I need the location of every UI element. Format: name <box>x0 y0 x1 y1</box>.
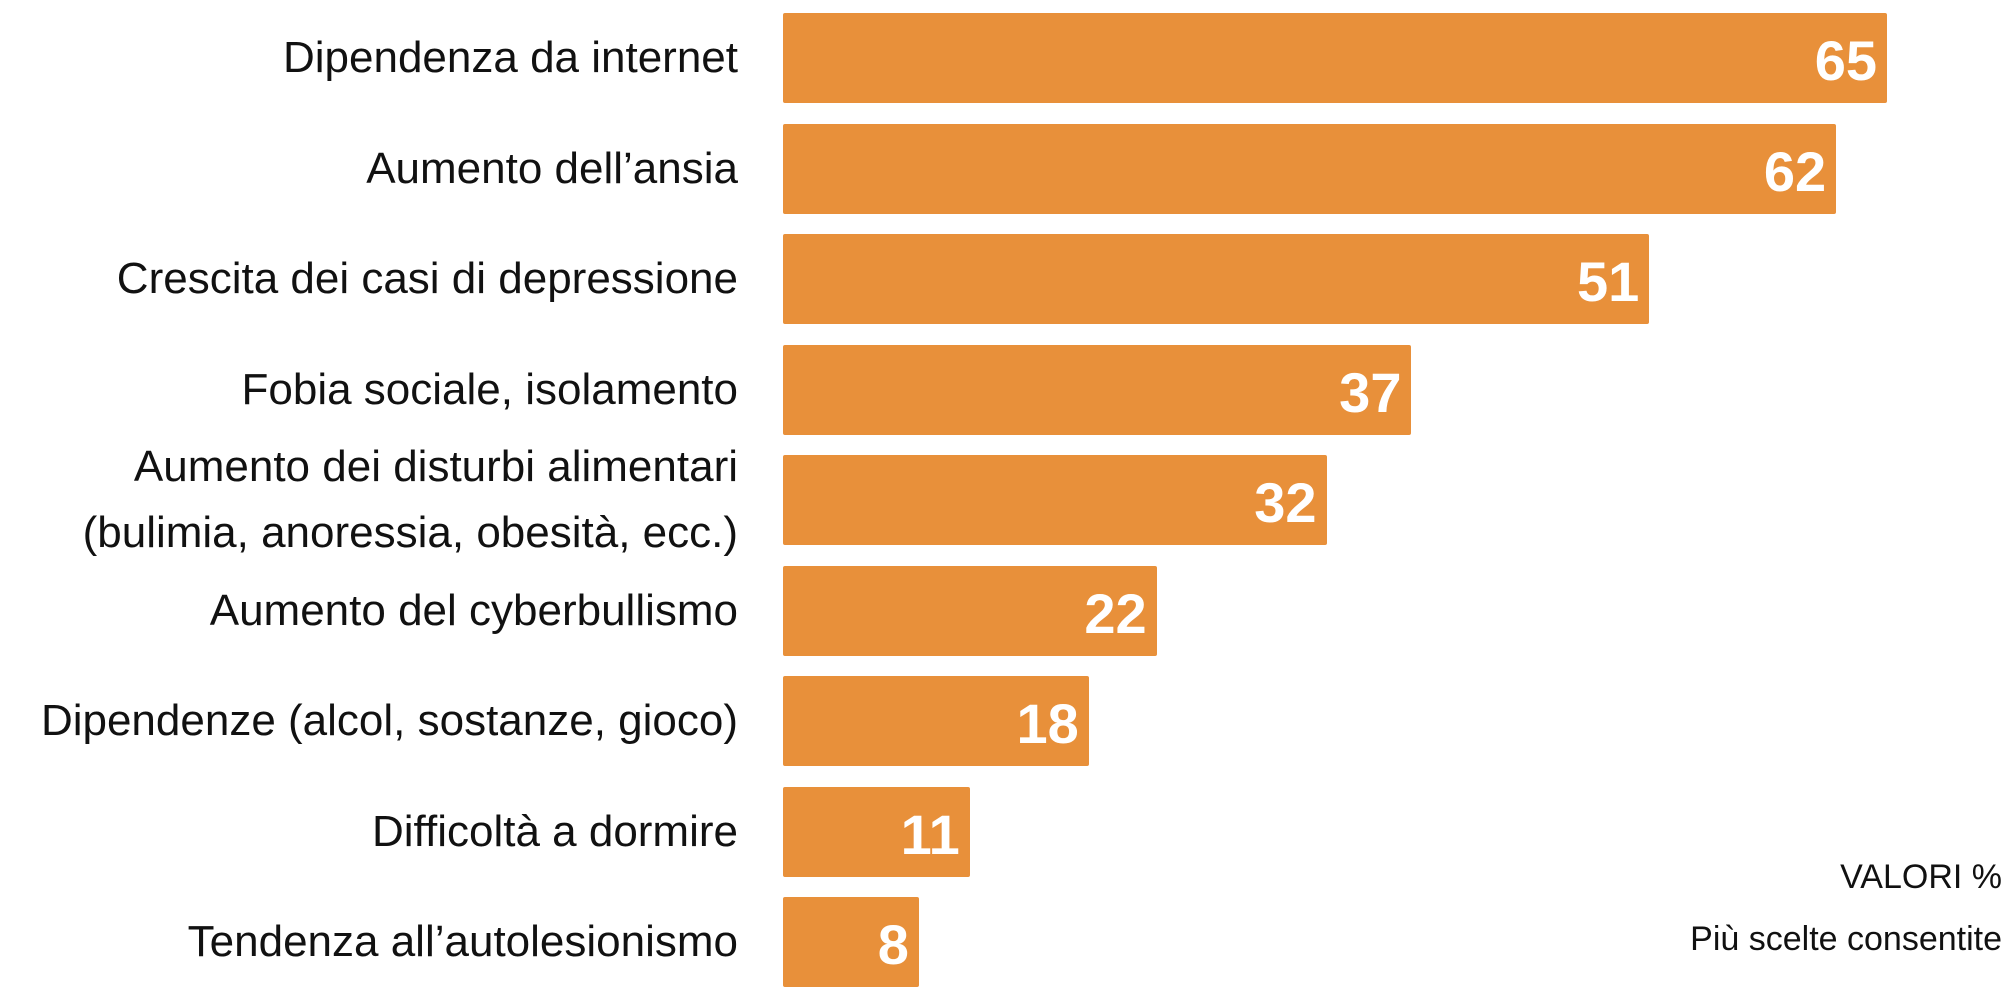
category-label: Aumento dell’ansia <box>366 143 738 193</box>
bar <box>783 897 919 987</box>
category-label: Dipendenze (alcol, sostanze, gioco) <box>40 696 738 745</box>
note: Più scelte consentite <box>1690 920 2002 958</box>
bar <box>783 455 1327 545</box>
bar <box>783 565 1157 656</box>
bar <box>783 786 970 877</box>
bar <box>783 13 1888 103</box>
value-label: 37 <box>1339 360 1402 424</box>
category-label: Dipendenza da internet <box>283 33 738 82</box>
value-label: 65 <box>1814 29 1878 92</box>
category-label: Tendenza all’autolesionismo <box>187 917 738 966</box>
bar <box>783 234 1650 324</box>
chart: Dipendenza da internet 65 Aumento dell’ans… <box>40 13 2002 987</box>
value-label: 22 <box>1084 581 1147 645</box>
bar <box>783 123 1837 214</box>
value-label: 18 <box>1016 692 1079 755</box>
category-label: Aumento dei disturbi alimentari (bulimia… <box>82 442 738 557</box>
category-label: Crescita dei casi di depressione <box>116 254 738 303</box>
category-label: Fobia sociale, isolamento <box>241 364 738 414</box>
category-label: Difficoltà a dormire <box>372 806 738 856</box>
value-label: 62 <box>1763 139 1827 203</box>
value-label: 32 <box>1254 471 1317 534</box>
value-label: 51 <box>1576 250 1640 313</box>
category-label: Aumento del cyberbullismo <box>209 585 738 635</box>
bar <box>783 676 1089 766</box>
value-label: 8 <box>877 913 909 976</box>
note: VALORI % <box>1840 858 2002 896</box>
bar <box>783 344 1412 435</box>
value-label: 11 <box>900 802 960 866</box>
